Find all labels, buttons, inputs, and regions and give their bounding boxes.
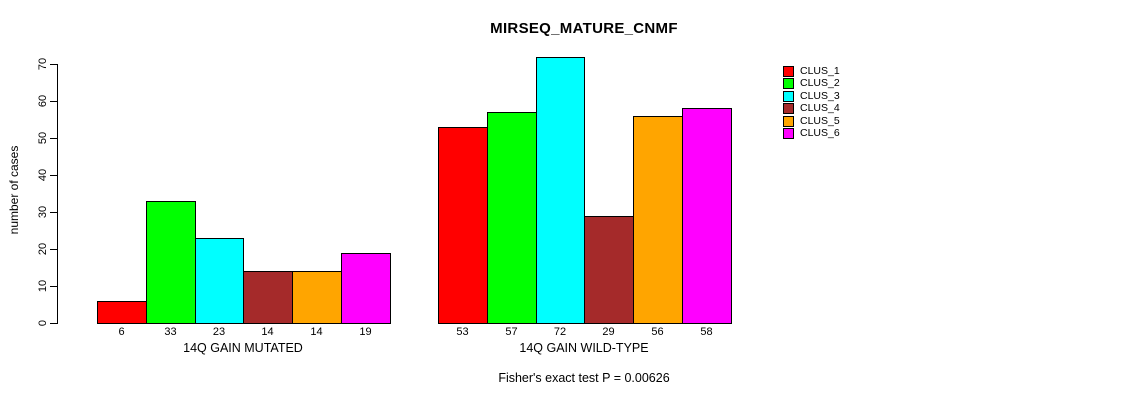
y-tick-label: 50 [37, 131, 49, 145]
bar-value-label: 14 [261, 326, 274, 338]
bar-value-label: 6 [118, 326, 125, 338]
legend-color-swatch-icon [783, 127, 794, 139]
legend-label: CLUS_2 [800, 77, 840, 89]
legend-item: CLUS_3 [783, 90, 840, 102]
bar [584, 216, 634, 324]
bar-value-label: 23 [212, 326, 226, 338]
group-label: 14Q GAIN WILD-TYPE [519, 341, 649, 355]
chart-title: MIRSEQ_MATURE_CNMF [490, 20, 678, 37]
bar-value-label: 72 [553, 326, 567, 338]
y-tick-mark [50, 101, 57, 102]
y-axis-line [57, 64, 58, 324]
legend-item: CLUS_5 [783, 115, 840, 127]
y-tick-label: 30 [37, 205, 49, 219]
bar [536, 57, 585, 324]
bar [292, 271, 342, 324]
y-axis-title: number of cases [7, 145, 21, 235]
y-tick-label: 10 [37, 279, 49, 293]
bar [487, 112, 537, 324]
y-tick-mark [50, 175, 57, 176]
bar [243, 271, 293, 324]
bar [146, 201, 196, 324]
y-tick-label: 40 [37, 168, 49, 182]
bar-value-label: 14 [310, 326, 323, 338]
y-tick-mark [50, 212, 57, 213]
legend-label: CLUS_1 [800, 65, 840, 77]
legend-label: CLUS_4 [800, 102, 840, 114]
bar [341, 253, 391, 324]
legend-color-swatch-icon [783, 90, 794, 102]
y-tick-label: 60 [37, 94, 49, 108]
legend-item: CLUS_4 [783, 102, 840, 114]
y-tick-label: 20 [37, 242, 49, 256]
bar-value-label: 53 [456, 326, 469, 338]
bar-value-label: 19 [359, 326, 372, 338]
legend-color-swatch-icon [783, 77, 794, 89]
legend-item: CLUS_2 [783, 77, 840, 89]
legend-item: CLUS_1 [783, 65, 840, 77]
legend-label: CLUS_6 [800, 127, 840, 139]
legend-label: CLUS_3 [800, 90, 840, 102]
y-tick-mark [50, 64, 57, 65]
bar [195, 238, 244, 324]
annotation-text: Fisher's exact test P = 0.00626 [498, 371, 670, 385]
legend-color-swatch-icon [783, 115, 794, 127]
bar [682, 108, 732, 324]
legend-label: CLUS_5 [800, 115, 840, 127]
bar [97, 301, 147, 324]
legend-color-swatch-icon [783, 102, 794, 114]
bar-value-label: 29 [602, 326, 615, 338]
group-label: 14Q GAIN MUTATED [183, 341, 303, 355]
legend-item: CLUS_6 [783, 127, 840, 139]
y-tick-mark [50, 249, 57, 250]
bar-value-label: 57 [505, 326, 518, 338]
bar-value-label: 56 [651, 326, 664, 338]
bar [633, 116, 683, 324]
bar [438, 127, 488, 324]
y-tick-mark [50, 323, 57, 324]
y-tick-label: 70 [37, 57, 49, 71]
y-tick-mark [50, 138, 57, 139]
bar-value-label: 33 [164, 326, 177, 338]
y-tick-label: 0 [37, 319, 49, 327]
bar-value-label: 58 [700, 326, 713, 338]
y-tick-mark [50, 286, 57, 287]
legend-color-swatch-icon [783, 65, 794, 77]
